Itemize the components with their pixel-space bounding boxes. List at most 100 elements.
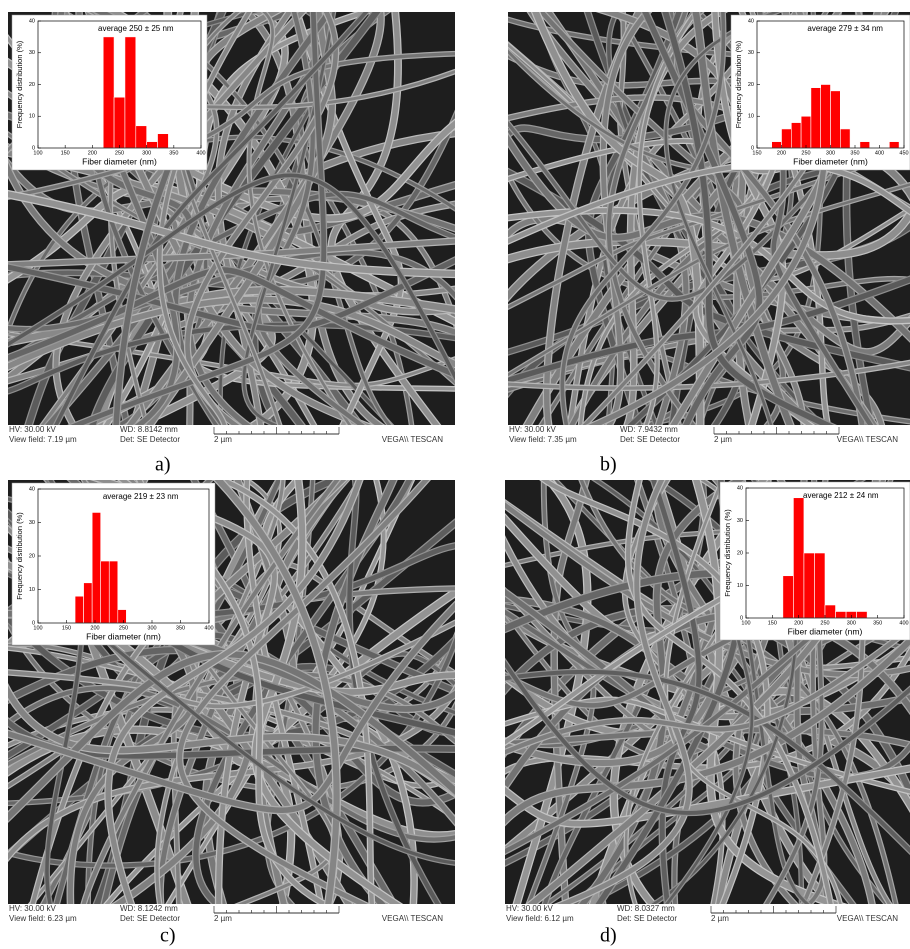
y-tick-label: 20 <box>29 553 35 559</box>
y-tick-label: 0 <box>740 615 743 621</box>
x-tick-label: 300 <box>142 150 151 156</box>
fiber-core <box>70 12 327 425</box>
x-tick-label: 150 <box>61 150 70 156</box>
bar <box>793 497 805 619</box>
fiber-core <box>585 12 746 425</box>
fiber-core <box>505 625 910 755</box>
bar <box>782 575 794 619</box>
bar <box>108 560 119 624</box>
bar <box>124 36 137 149</box>
y-tick-label: 10 <box>748 114 754 120</box>
fiber-core <box>8 267 455 378</box>
x-tick-label: 400 <box>196 150 205 156</box>
sem-brand: VEGA\\ TESCAN <box>382 914 443 923</box>
fiber-core <box>242 12 335 425</box>
bar <box>820 84 831 149</box>
fiber-core <box>626 480 833 904</box>
sem-view-field: View field: 6.23 µm <box>9 914 77 923</box>
sem-footer <box>8 425 455 447</box>
fiber-core <box>8 173 455 381</box>
bar <box>117 609 127 624</box>
x-tick-label: 300 <box>847 620 856 626</box>
sem-scale: 2 µm <box>711 914 729 923</box>
bar <box>839 128 851 149</box>
y-tick-label: 40 <box>29 18 35 24</box>
y-tick-label: 20 <box>29 82 35 88</box>
fiber-core <box>560 12 726 425</box>
x-tick-label: 300 <box>147 625 156 631</box>
y-tick-label: 30 <box>29 50 35 56</box>
sem-footer <box>508 425 910 447</box>
bar <box>146 141 158 149</box>
y-axis-label: Frequency distribution (%) <box>15 40 24 128</box>
y-axis-label: Frequency distribution (%) <box>734 40 743 128</box>
fiber-core <box>8 718 455 759</box>
y-tick-label: 10 <box>29 587 35 593</box>
bar <box>803 552 815 619</box>
sem-wd: WD: 8.0327 mm <box>617 904 675 913</box>
fiber-core <box>177 480 430 904</box>
x-tick-label: 350 <box>850 150 859 156</box>
fiber-core <box>508 169 910 371</box>
x-tick-label: 400 <box>899 620 908 626</box>
x-tick-label: 150 <box>62 625 71 631</box>
y-tick-label: 40 <box>737 485 743 491</box>
fiber-core <box>651 480 702 904</box>
x-axis-label: Fiber diameter (nm) <box>82 156 157 166</box>
sem-hv: HV: 30.00 kV <box>9 425 57 434</box>
fiber-core <box>505 669 910 854</box>
panel-label: c) <box>160 925 176 947</box>
sem-image <box>505 480 910 904</box>
x-tick-label: 200 <box>777 150 786 156</box>
fiber-core <box>214 480 340 904</box>
x-tick-label: 150 <box>752 150 761 156</box>
y-tick-label: 0 <box>32 145 35 151</box>
sem-detector: Det: SE Detector <box>617 914 677 923</box>
x-tick-label: 300 <box>826 150 835 156</box>
bar <box>800 115 812 149</box>
panel-label: a) <box>155 454 171 476</box>
bar <box>74 595 84 624</box>
bar <box>790 122 802 149</box>
x-tick-label: 100 <box>33 625 42 631</box>
bar <box>835 611 847 619</box>
fiber-core <box>146 12 335 425</box>
sem-wd: WD: 7.9432 mm <box>620 425 678 434</box>
x-tick-label: 200 <box>88 150 97 156</box>
sem-scale: 2 µm <box>714 435 732 444</box>
x-axis-label: Fiber diameter (nm) <box>86 631 161 641</box>
y-tick-label: 40 <box>748 18 754 24</box>
sem-footer <box>505 904 910 926</box>
sem-wd: WD: 8.8142 mm <box>120 425 178 434</box>
fiber-core <box>8 322 455 394</box>
y-tick-label: 20 <box>737 550 743 556</box>
fiber-core <box>593 480 803 904</box>
x-tick-label: 100 <box>741 620 750 626</box>
bar <box>830 90 841 149</box>
x-tick-label: 250 <box>801 150 810 156</box>
fiber-core <box>662 12 834 425</box>
chart-title: average 219 ± 23 nm <box>103 492 179 501</box>
x-tick-label: 400 <box>204 625 213 631</box>
x-tick-label: 350 <box>169 150 178 156</box>
bar <box>771 141 782 149</box>
sem-scale: 2 µm <box>214 914 232 923</box>
fiber-core <box>8 191 455 277</box>
y-tick-label: 40 <box>29 486 35 492</box>
bar <box>814 552 826 619</box>
fiber-core <box>242 12 384 425</box>
sem-brand: VEGA\\ TESCAN <box>837 435 898 444</box>
fiber-core <box>505 636 910 825</box>
y-axis-label: Frequency distribution (%) <box>15 512 24 600</box>
sem-hv: HV: 30.00 kV <box>506 904 554 913</box>
fiber-core <box>692 12 794 425</box>
bar <box>888 141 900 149</box>
bar <box>113 96 126 149</box>
x-tick-label: 350 <box>176 625 185 631</box>
sem-view-field: View field: 7.35 µm <box>509 435 577 444</box>
sem-wd: WD: 8.1242 mm <box>120 904 178 913</box>
x-tick-label: 250 <box>115 150 124 156</box>
bar <box>157 133 169 149</box>
